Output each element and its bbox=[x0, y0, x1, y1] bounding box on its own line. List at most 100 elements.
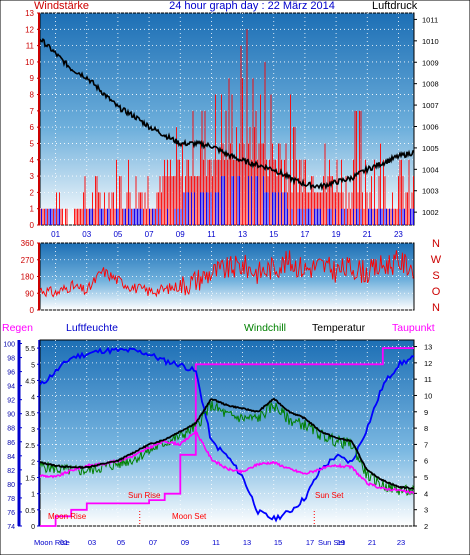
pressure-y-tick-label: 1010 bbox=[422, 37, 439, 46]
humidity-y-tick-label: 90 bbox=[7, 412, 15, 419]
temp-x-tick-label: 01 bbox=[60, 538, 68, 547]
wind-y-tick-label: 1 bbox=[30, 205, 35, 214]
sun-set-annotation: Sun Set bbox=[315, 491, 344, 500]
temp-x-tick-label: 11 bbox=[212, 538, 220, 547]
pressure-y-tick-label: 1004 bbox=[422, 165, 439, 174]
wind-x-tick-label: 01 bbox=[51, 230, 60, 239]
rain-y-tick-label: 5 bbox=[31, 362, 35, 369]
pressure-y-tick-label: 1009 bbox=[422, 58, 439, 67]
rain-y-tick-label: 5.5 bbox=[25, 346, 35, 353]
temp-y-tick-label: 7 bbox=[424, 440, 428, 449]
direction-y-tick-label: 0 bbox=[30, 306, 35, 315]
humidity-y-tick-label: 80 bbox=[7, 482, 15, 489]
wind-x-tick-label: 09 bbox=[176, 230, 185, 239]
temp-x-tick-label: 23 bbox=[397, 538, 405, 547]
wind-y-tick-label: 8 bbox=[30, 91, 35, 100]
wind-y-tick-label: 4 bbox=[30, 156, 35, 165]
legend-taupunkt: Taupunkt bbox=[392, 322, 435, 334]
pressure-y-tick-label: 1008 bbox=[422, 80, 439, 89]
wind-y-tick-label: 7 bbox=[30, 107, 35, 116]
rain-y-tick-label: 0 bbox=[31, 524, 35, 531]
wind-x-tick-label: 21 bbox=[363, 230, 372, 239]
rain-y-tick-label: 3 bbox=[31, 427, 35, 434]
legend-windchill: Windchill bbox=[244, 322, 286, 334]
compass-label: W bbox=[431, 254, 442, 266]
direction-y-tick-label: 360 bbox=[21, 239, 35, 248]
humidity-y-tick-label: 92 bbox=[7, 398, 15, 405]
temp-y-tick-label: 5 bbox=[424, 473, 428, 482]
chart-title: 24 hour graph day : 22 März 2014 bbox=[169, 0, 335, 12]
wind-y-tick-label: 2 bbox=[30, 188, 35, 197]
humidity-y-tick-label: 84 bbox=[7, 454, 15, 461]
right-axis-title: Luftdruck bbox=[372, 0, 418, 12]
rain-y-tick-label: 2 bbox=[31, 459, 35, 466]
temp-x-tick-label: 21 bbox=[368, 538, 376, 547]
wind-y-tick-label: 3 bbox=[30, 172, 35, 181]
humidity-y-tick-label: 94 bbox=[7, 384, 15, 391]
temp-y-tick-label: 3 bbox=[424, 506, 428, 515]
pressure-y-tick-label: 1005 bbox=[422, 144, 439, 153]
rain-y-tick-label: 4 bbox=[31, 395, 35, 402]
wind-x-tick-label: 03 bbox=[82, 230, 91, 239]
wind-y-tick-label: 13 bbox=[25, 9, 34, 18]
humidity-y-tick-label: 86 bbox=[7, 440, 15, 447]
rain-y-tick-label: 2.5 bbox=[25, 443, 35, 450]
temp-x-tick-label: 15 bbox=[274, 538, 282, 547]
moon-set-annotation: Moon Set bbox=[172, 512, 207, 521]
temp-x-tick-label: 03 bbox=[88, 538, 96, 547]
temp-y-tick-label: 10 bbox=[424, 391, 432, 400]
temp-y-tick-label: 6 bbox=[424, 457, 428, 466]
wind-y-tick-label: 0 bbox=[30, 221, 35, 230]
rain-y-tick-label: 3.5 bbox=[25, 411, 35, 418]
temp-y-tick-label: 12 bbox=[424, 359, 432, 368]
pressure-y-tick-label: 1002 bbox=[422, 208, 439, 217]
temp-x-tick-label: 13 bbox=[243, 538, 251, 547]
left-axis-title: Windstärke bbox=[34, 0, 89, 12]
compass-label: S bbox=[432, 270, 439, 282]
temp-y-tick-label: 4 bbox=[424, 489, 428, 498]
wind-x-tick-label: 11 bbox=[207, 230, 216, 239]
wind-x-tick-label: 23 bbox=[394, 230, 403, 239]
sun-rise-annotation: Sun Rise bbox=[128, 491, 161, 500]
wind-y-tick-label: 12 bbox=[25, 25, 34, 34]
temp-x-tick-label: 09 bbox=[181, 538, 189, 547]
rain-y-tick-label: 0.5 bbox=[25, 508, 35, 515]
temp-x-tick-label: 19 bbox=[337, 538, 345, 547]
temp-y-tick-label: 9 bbox=[424, 408, 428, 417]
pressure-y-tick-label: 1007 bbox=[422, 101, 439, 110]
legend-luftfeuchte: Luftfeuchte bbox=[66, 322, 118, 334]
pressure-y-tick-label: 1003 bbox=[422, 187, 439, 196]
wind-x-tick-label: 19 bbox=[332, 230, 341, 239]
moon-rise-annotation: Moon Rise bbox=[48, 512, 87, 521]
temp-y-tick-label: 8 bbox=[424, 424, 428, 433]
temp-y-tick-label: 13 bbox=[424, 343, 432, 352]
humidity-y-tick-label: 76 bbox=[7, 510, 15, 517]
wind-y-tick-label: 6 bbox=[30, 123, 35, 132]
humidity-y-tick-label: 74 bbox=[7, 524, 15, 531]
temp-x-tick-label: 17 bbox=[306, 538, 314, 547]
legend-regen: Regen bbox=[2, 322, 33, 334]
temp-y-tick-label: 11 bbox=[424, 375, 432, 384]
wind-x-tick-label: 13 bbox=[238, 230, 247, 239]
wind-x-tick-label: 15 bbox=[269, 230, 278, 239]
compass-label: N bbox=[432, 238, 440, 250]
pressure-y-tick-label: 1011 bbox=[422, 15, 438, 24]
wind-y-tick-label: 9 bbox=[30, 74, 35, 83]
temp-y-tick-label: 2 bbox=[424, 522, 428, 531]
direction-y-tick-label: 270 bbox=[21, 256, 35, 265]
rain-y-tick-label: 4.5 bbox=[25, 378, 35, 385]
legend-temperatur: Temperatur bbox=[312, 322, 366, 334]
humidity-y-tick-label: 82 bbox=[7, 468, 15, 475]
direction-y-tick-label: 180 bbox=[21, 273, 35, 282]
humidity-y-tick-label: 98 bbox=[7, 356, 15, 363]
temp-x-tick-label: 05 bbox=[117, 538, 125, 547]
compass-label: N bbox=[432, 302, 440, 314]
wind-y-tick-label: 11 bbox=[26, 42, 35, 51]
wind-x-tick-label: 17 bbox=[300, 230, 309, 239]
wind-y-tick-label: 10 bbox=[25, 58, 34, 67]
temperature-panel-background bbox=[40, 340, 414, 526]
direction-y-tick-label: 90 bbox=[25, 289, 34, 298]
humidity-y-tick-label: 96 bbox=[7, 370, 15, 377]
